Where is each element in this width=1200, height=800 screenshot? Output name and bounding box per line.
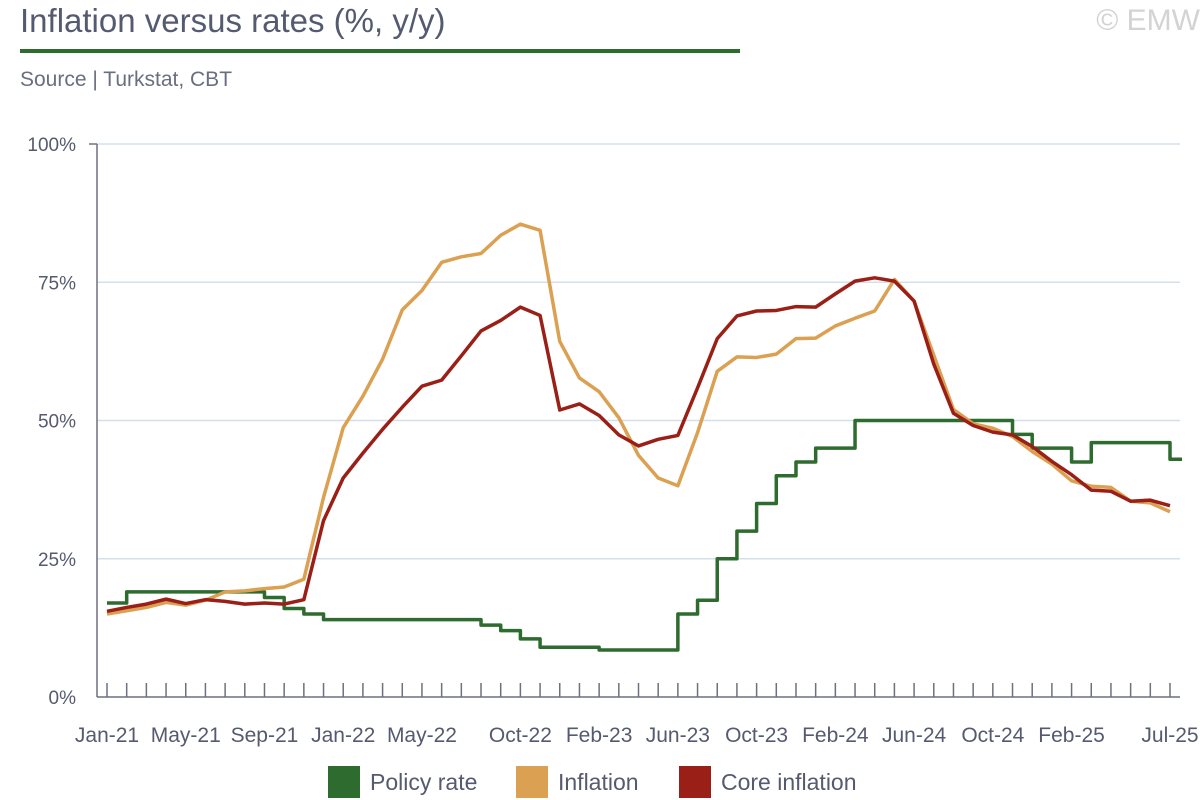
series-line-core-inflation [106,276,1171,614]
y-tick-label: 25% [38,550,76,571]
x-tick-label: Jan-21 [75,724,139,747]
legend-label-inflation: Inflation [558,768,639,795]
x-tick-label: Sep-21 [231,724,299,747]
y-tick-label: 100% [27,135,76,156]
legend-item-inflation[interactable]: Inflation [516,764,639,800]
x-tick-label: Jul-25 [1141,724,1198,747]
x-tick-label: Feb-23 [566,724,633,747]
x-tick-label: Jan-22 [311,724,375,747]
chart-title: Inflation versus rates (%, y/y) [20,2,446,39]
y-tick-label: 50% [38,412,76,433]
source-note: Source | Turkstat, CBT [20,68,233,91]
x-tick-label: Oct-22 [489,724,552,747]
x-tick-label: Jun-23 [646,724,710,747]
x-tick-label: Feb-25 [1038,724,1105,747]
legend-label-policy-rate: Policy rate [370,768,478,795]
legend-label-core-inflation: Core inflation [721,768,857,795]
legend-item-policy-rate[interactable]: Policy rate [328,764,477,800]
series-line-policy-rate [107,418,1182,652]
y-tick-label: 75% [38,273,76,294]
x-tick-label: Oct-23 [725,724,788,747]
legend-swatch-inflation [516,766,548,798]
legend-swatch-policy-rate [328,766,360,798]
y-tick-label: 0% [49,688,77,709]
legend-item-core-inflation[interactable]: Core inflation [679,764,857,800]
x-tick-label: Feb-24 [802,724,869,747]
x-tick-label: May-22 [387,724,457,747]
legend-swatch-core-inflation [679,766,711,798]
series-line-inflation [106,222,1171,616]
title-underline [20,49,740,53]
x-tick-label: May-21 [151,724,221,747]
copyright-text: © EMW [1096,4,1200,37]
x-tick-label: Jun-24 [882,724,947,747]
x-tick-label: Oct-24 [961,724,1024,747]
chart-legend: Policy rate Inflation Core inflation [0,764,1200,800]
